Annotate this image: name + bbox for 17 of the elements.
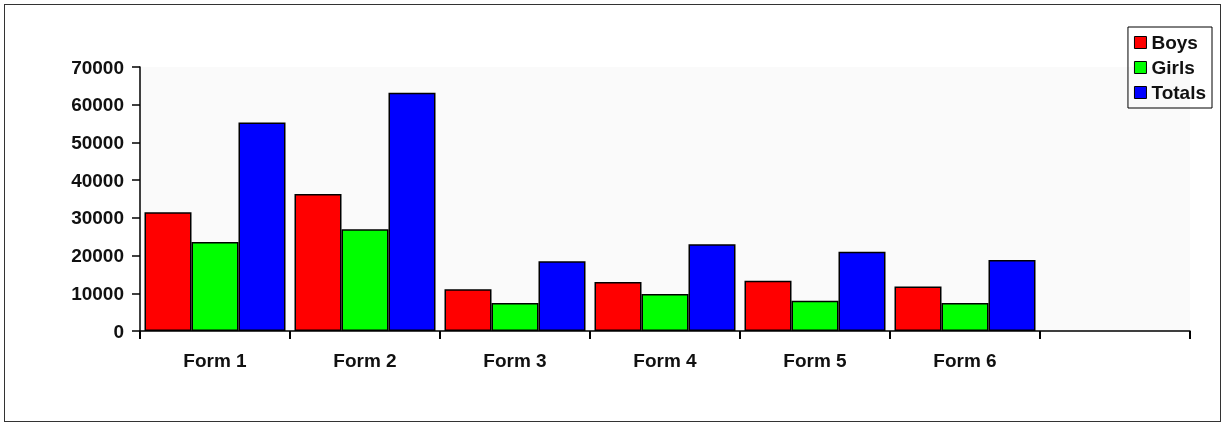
x-tick-label: Form 3 [483,350,547,371]
y-tick-label: 40000 [71,169,124,191]
y-tick-label: 30000 [71,207,124,229]
legend-label: Totals [1151,82,1207,103]
y-tick-label: 70000 [71,56,124,78]
x-tick-label: Form 2 [333,350,397,371]
x-tick-label: Form 4 [633,350,698,371]
legend-label: Girls [1151,57,1195,78]
legend-label: Boys [1151,32,1198,53]
y-tick-label: 60000 [71,94,124,116]
x-tick-label: Form 6 [933,350,997,371]
y-tick-label: 20000 [71,245,124,267]
x-tick-label: Form 5 [783,350,848,371]
y-tick-label: 10000 [71,282,124,304]
y-tick-label: 0 [113,320,124,342]
x-tick-label: Form 1 [183,350,248,371]
y-tick-label: 50000 [71,131,124,153]
